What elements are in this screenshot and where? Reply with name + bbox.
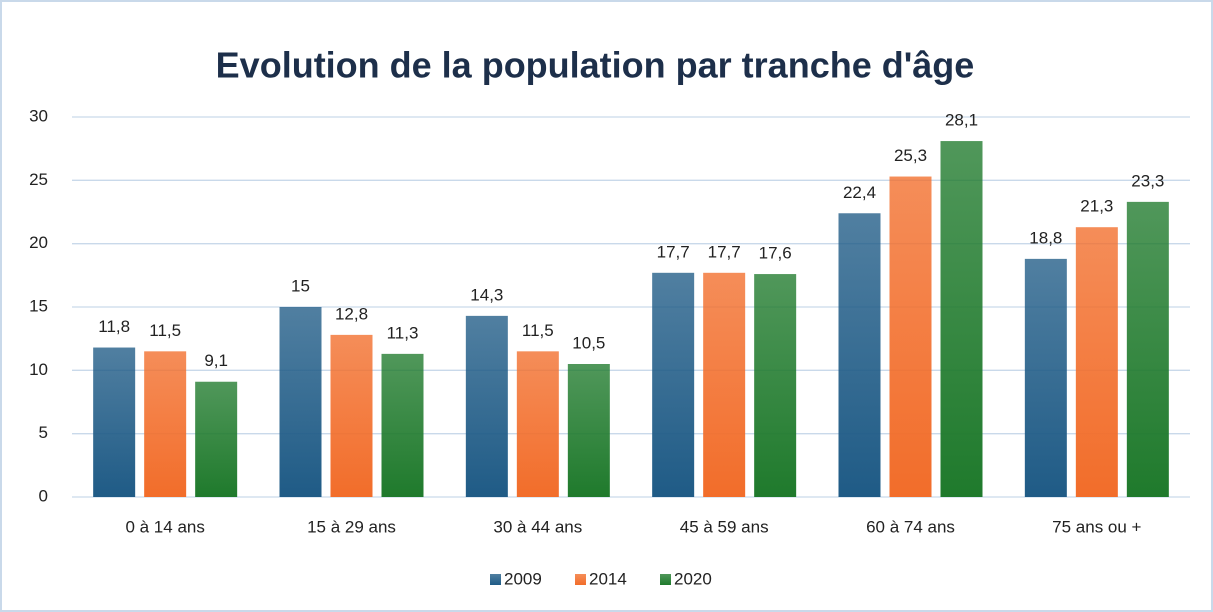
legend-swatch [575, 574, 586, 585]
data-label: 23,3 [1131, 171, 1164, 190]
data-label: 11,5 [522, 321, 554, 340]
data-label: 17,7 [708, 242, 741, 261]
data-label: 14,3 [470, 285, 503, 304]
legend-swatch [490, 574, 501, 585]
y-tick-label: 5 [39, 423, 48, 442]
bar [516, 351, 559, 497]
x-tick-label: 45 à 59 ans [680, 517, 769, 536]
x-tick-label: 75 ans ou + [1052, 517, 1141, 536]
data-label: 11,5 [149, 321, 181, 340]
bar [1075, 227, 1118, 497]
bar [889, 176, 932, 498]
x-tick-label: 0 à 14 ans [125, 517, 204, 536]
bar [195, 381, 238, 497]
bar [1126, 201, 1169, 497]
bar [652, 272, 695, 497]
bar [940, 141, 983, 498]
y-tick-label: 0 [39, 486, 48, 505]
data-label: 21,3 [1080, 197, 1113, 216]
x-tick-label: 60 à 74 ans [866, 517, 955, 536]
data-label: 17,6 [759, 244, 792, 263]
x-tick-label: 30 à 44 ans [493, 517, 582, 536]
bar [144, 351, 187, 497]
bar [93, 347, 136, 497]
y-tick-label: 15 [29, 296, 48, 315]
y-tick-label: 10 [29, 360, 48, 379]
legend-label: 2020 [674, 569, 712, 588]
legend-label: 2014 [589, 569, 627, 588]
bar [381, 353, 424, 497]
legend-swatch [660, 574, 671, 585]
data-label: 11,3 [387, 323, 419, 342]
data-label: 22,4 [843, 183, 876, 202]
data-label: 17,7 [657, 242, 690, 261]
bar [754, 274, 797, 497]
data-label: 12,8 [335, 304, 368, 323]
bar [279, 307, 322, 497]
data-label: 9,1 [204, 351, 228, 370]
bar [1024, 258, 1067, 497]
legend-label: 2009 [504, 569, 542, 588]
y-tick-label: 25 [29, 170, 48, 189]
bar [703, 272, 746, 497]
x-tick-label: 15 à 29 ans [307, 517, 396, 536]
data-label: 28,1 [945, 111, 978, 130]
bar [330, 334, 373, 497]
chart-title: Evolution de la population par tranche d… [216, 45, 975, 86]
data-label: 25,3 [894, 146, 927, 165]
data-label: 18,8 [1029, 228, 1062, 247]
data-label: 10,5 [572, 333, 605, 352]
bar [465, 315, 508, 497]
bar [838, 213, 881, 497]
data-label: 11,8 [98, 317, 130, 336]
data-label: 15 [291, 276, 310, 295]
y-tick-label: 20 [29, 233, 48, 252]
y-tick-label: 30 [29, 106, 48, 125]
bar [567, 364, 610, 497]
